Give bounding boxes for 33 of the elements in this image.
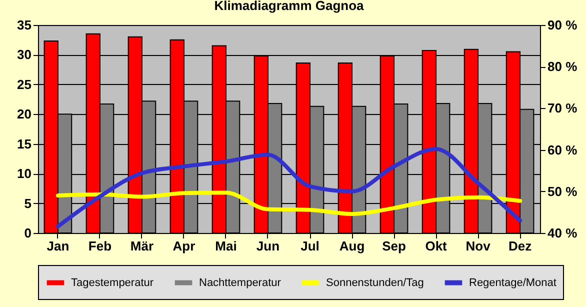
legend-label: Nachttemperatur (199, 276, 282, 289)
x-tick-label: Okt (425, 238, 448, 254)
line-series (56, 190, 522, 216)
legend-label: Sonnenstunden/Tag (326, 276, 424, 289)
y2-tick-label: 80 % (548, 59, 578, 74)
y-tick-label: 30 (17, 47, 32, 62)
x-tick-label: Nov (466, 238, 492, 254)
x-tick-label: Feb (88, 238, 112, 254)
legend-label: Regentage/Monat (469, 276, 556, 289)
x-tick-label: Dez (508, 238, 532, 254)
y2-tick-label: 50 % (548, 184, 578, 199)
x-tick-label: Aug (339, 238, 365, 254)
legend-label: Tagestemperatur (71, 276, 154, 289)
y2-tick-label: 40 % (548, 226, 578, 240)
y2-tick-label: 90 % (548, 18, 578, 32)
x-tick-label: Sep (382, 238, 406, 254)
y2-tick-label: 70 % (548, 100, 578, 116)
x-tick-label: Jul (300, 238, 320, 254)
x-tick-label: Jan (46, 238, 70, 254)
y-tick-label: 20 (17, 106, 32, 122)
line-series (56, 146, 522, 228)
x-tick-label: Mär (130, 238, 154, 254)
y2-tick-label: 60 % (548, 142, 578, 158)
y-tick-label: 25 (17, 76, 32, 92)
x-tick-label: Apr (172, 238, 196, 254)
chart-title: Klimadiagramm Gagnoa (214, 0, 365, 13)
x-tick-label: Jun (256, 238, 280, 254)
y-tick-label: 10 (17, 166, 32, 182)
x-tick-label: Mai (215, 238, 237, 254)
y-tick-label: 0 (24, 226, 32, 240)
y-tick-label: 15 (17, 136, 32, 152)
y-tick-label: 35 (17, 18, 32, 32)
y-tick-label: 5 (24, 196, 32, 211)
